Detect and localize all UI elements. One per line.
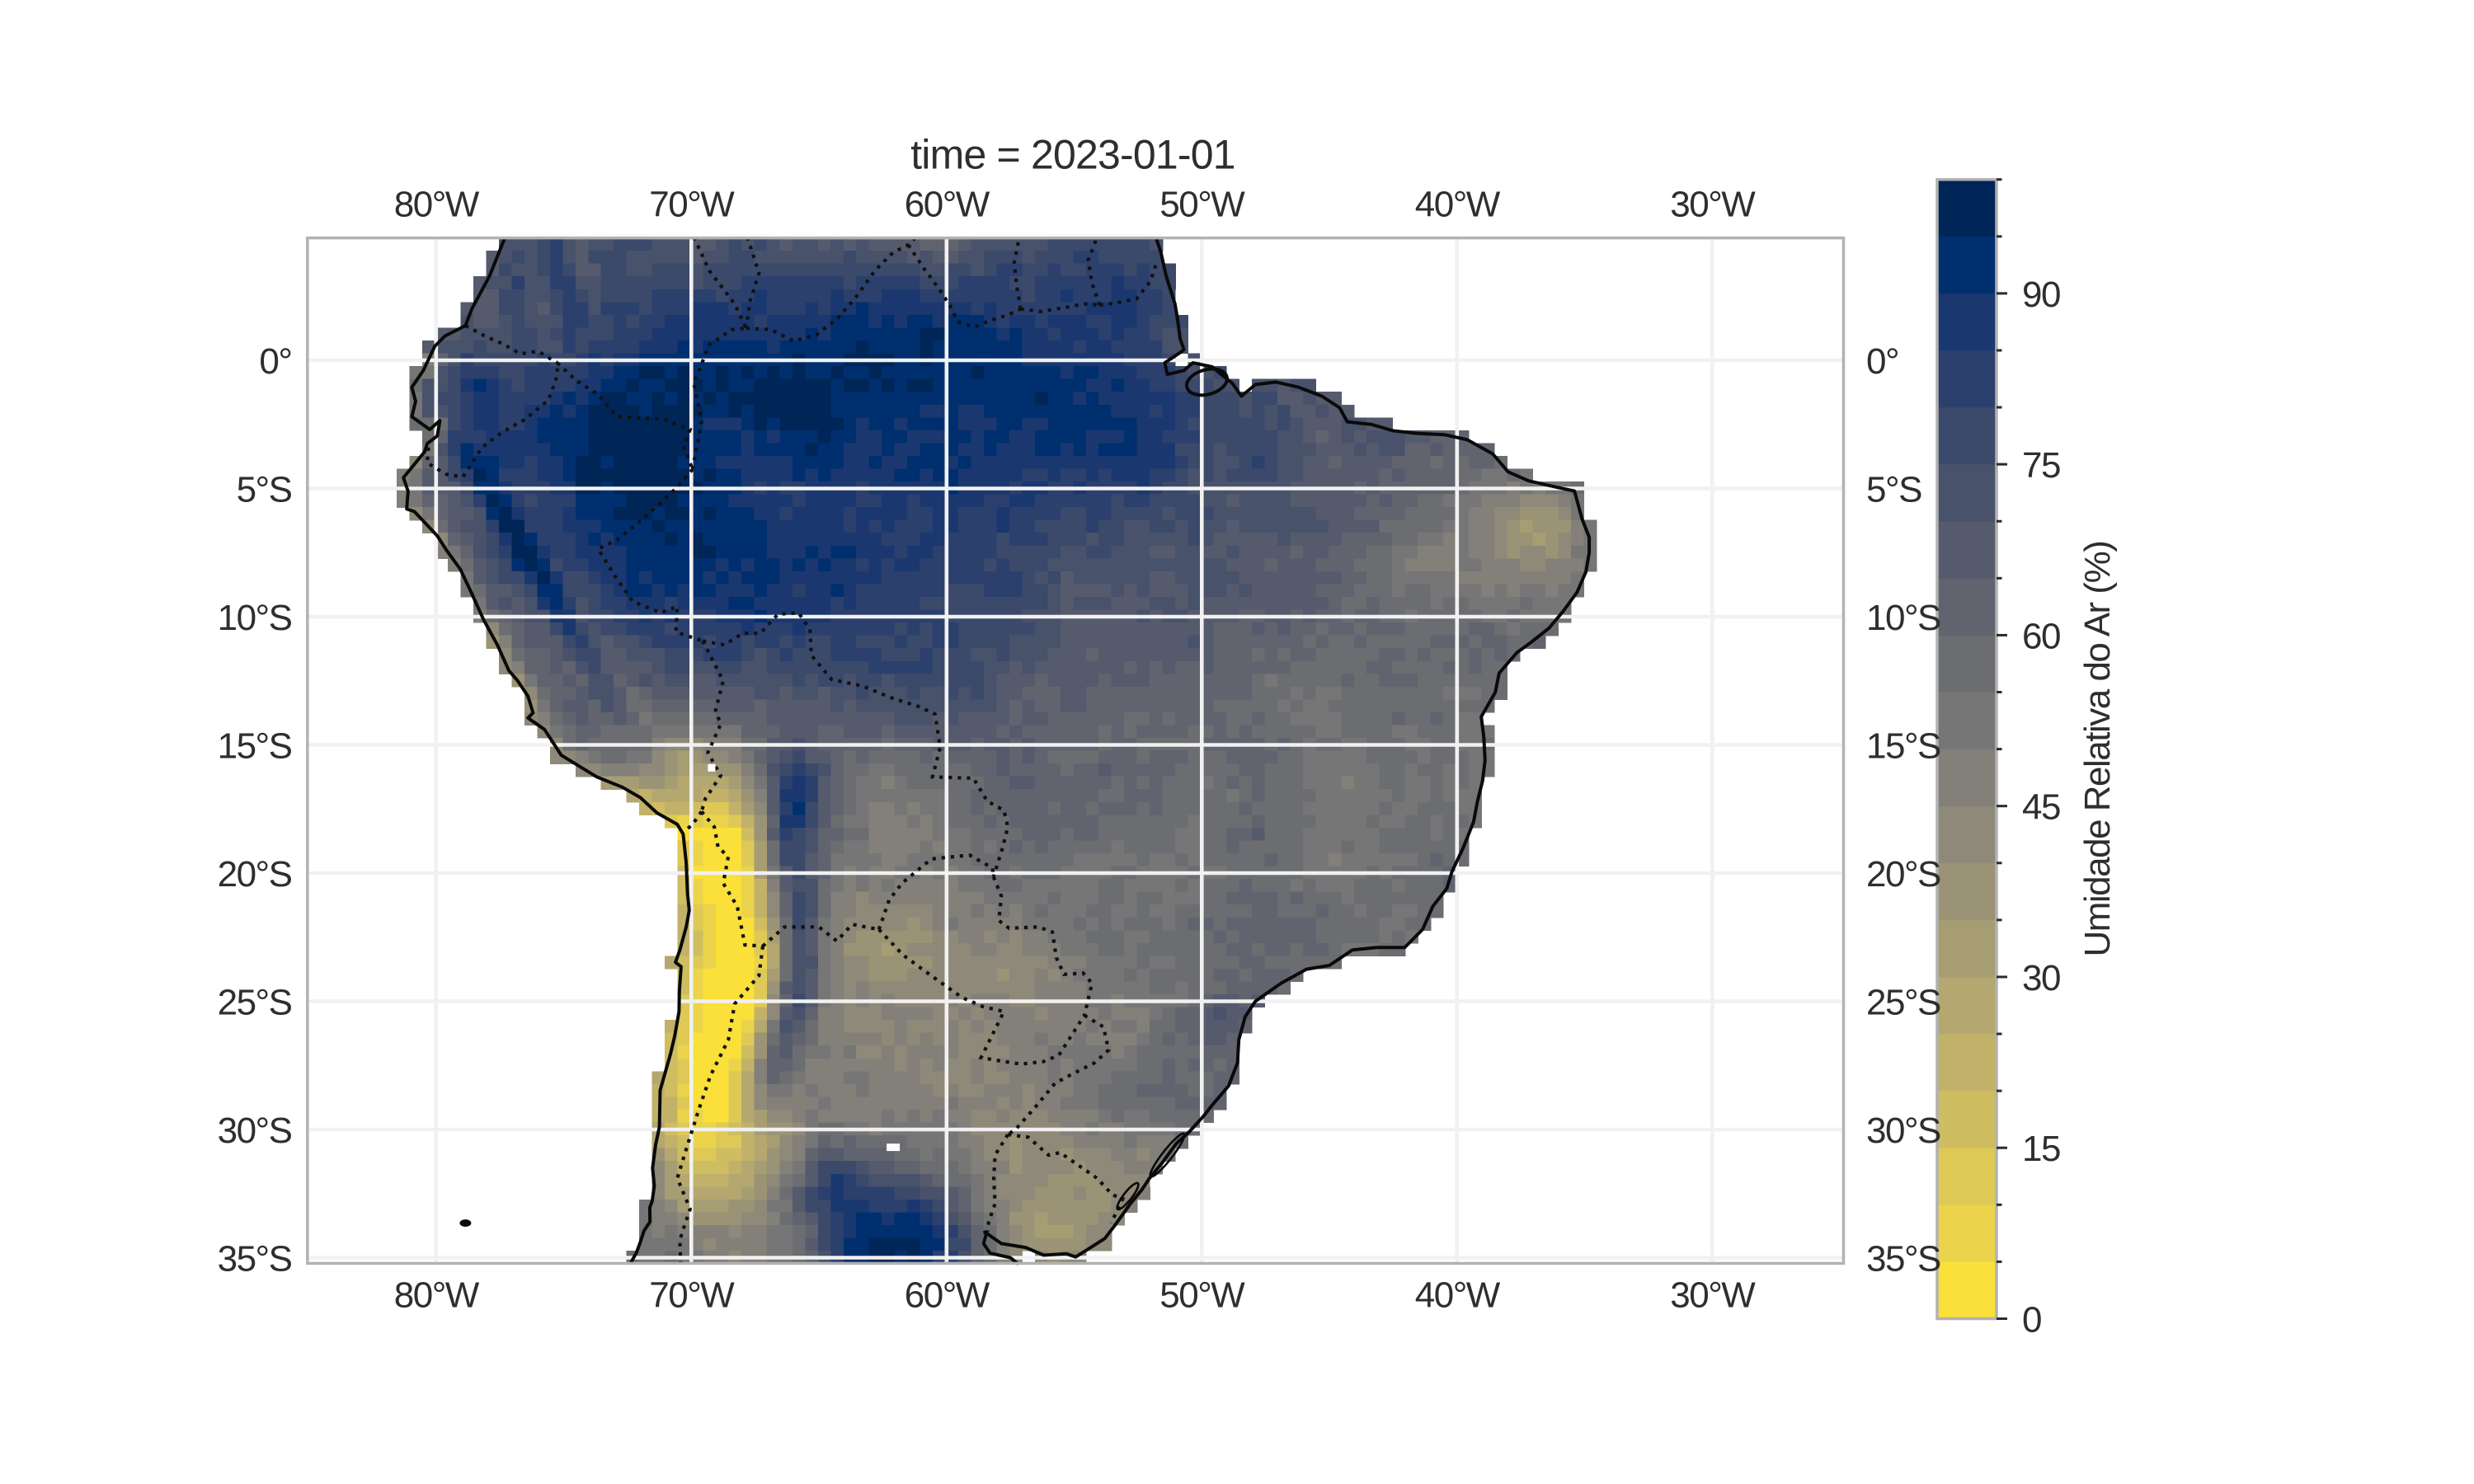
svg-text:70°W: 70°W [649,184,735,224]
svg-text:75: 75 [2022,445,2060,486]
svg-text:60°W: 60°W [905,1275,990,1315]
svg-text:50°W: 50°W [1159,1275,1245,1315]
svg-text:5°S: 5°S [237,470,292,510]
svg-text:70°W: 70°W [649,1275,735,1315]
svg-text:5°S: 5°S [1866,470,1921,510]
svg-text:30°S: 30°S [1866,1111,1940,1151]
svg-text:25°S: 25°S [1866,983,1940,1023]
svg-text:Umidade Relativa do Ar (%): Umidade Relativa do Ar (%) [2077,542,2118,957]
svg-text:30°W: 30°W [1670,1275,1756,1315]
svg-text:45: 45 [2022,787,2060,828]
svg-text:80°W: 80°W [394,184,480,224]
svg-text:35°S: 35°S [218,1239,292,1280]
svg-text:0°: 0° [1866,341,1898,382]
svg-text:15°S: 15°S [1866,726,1940,767]
svg-text:10°S: 10°S [1866,598,1940,638]
svg-text:40°W: 40°W [1415,1275,1501,1315]
svg-text:20°S: 20°S [218,854,292,895]
svg-text:time = 2023-01-01: time = 2023-01-01 [910,132,1235,178]
svg-text:20°S: 20°S [1866,854,1940,895]
svg-text:80°W: 80°W [394,1275,480,1315]
svg-text:90: 90 [2022,275,2060,315]
svg-text:15: 15 [2022,1129,2060,1169]
svg-text:10°S: 10°S [218,598,292,638]
svg-text:40°W: 40°W [1415,184,1501,224]
svg-text:30°S: 30°S [218,1111,292,1151]
svg-text:15°S: 15°S [218,726,292,767]
svg-text:60°W: 60°W [905,184,990,224]
svg-text:60: 60 [2022,616,2060,656]
svg-text:30: 30 [2022,958,2060,998]
svg-text:50°W: 50°W [1159,184,1245,224]
svg-text:25°S: 25°S [218,983,292,1023]
svg-text:0: 0 [2022,1300,2041,1341]
svg-text:35°S: 35°S [1866,1239,1940,1280]
svg-text:30°W: 30°W [1670,184,1756,224]
svg-text:0°: 0° [259,341,291,382]
